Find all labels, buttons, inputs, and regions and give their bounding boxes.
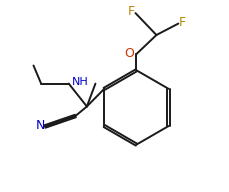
Text: F: F [128, 5, 135, 18]
Text: N: N [36, 119, 45, 132]
Text: F: F [179, 16, 186, 29]
Text: NH: NH [72, 77, 88, 87]
Text: O: O [124, 47, 134, 60]
